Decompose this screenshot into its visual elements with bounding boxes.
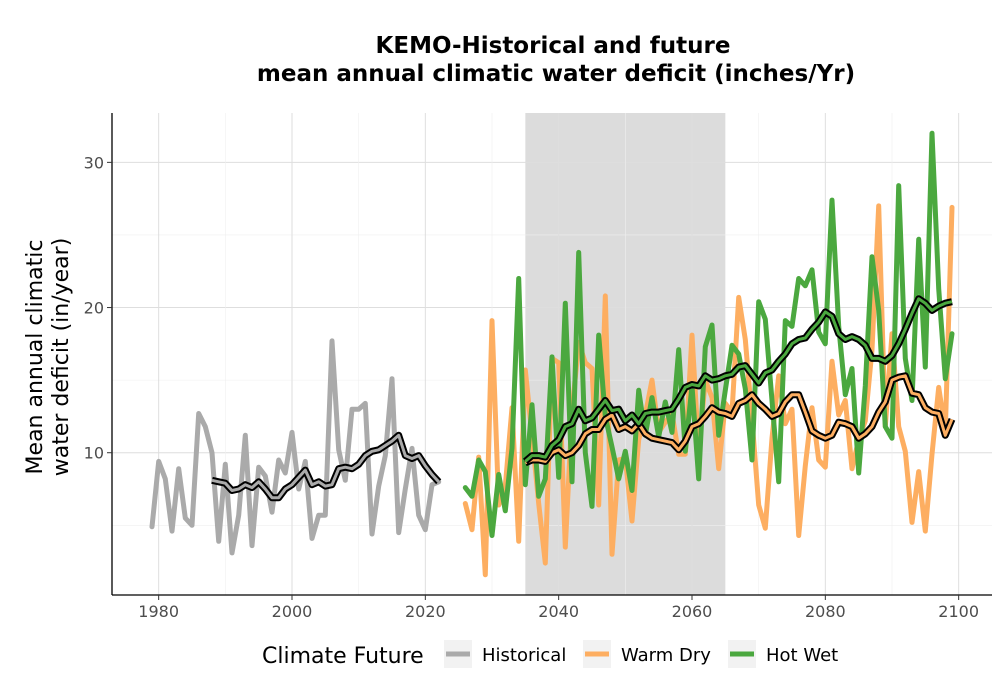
legend-label-hot-wet: Hot Wet [766,645,838,666]
x-tick-label-2100: 2100 [938,602,979,621]
y-tick-label-20: 20 [84,299,104,318]
plot-lines [149,130,956,578]
x-tick-label-2040: 2040 [538,602,579,621]
x-axis-ticks: 1980 2000 2020 2040 2060 2080 2100 [138,595,979,621]
y-axis-label-line2: water deficit (in/year) [49,238,74,477]
x-tick-label-2080: 2080 [805,602,846,621]
rolling-mean-line-warm-dry [524,374,954,465]
rolling-mean-line-hot-wet [524,297,953,463]
x-tick-label-2000: 2000 [272,602,313,621]
rolling-mean-line-historical [211,433,440,500]
y-axis-label-line1: Mean annual climatic [23,240,48,475]
y-axis-label: Mean annual climatic water deficit (in/y… [23,238,74,477]
legend-label-historical: Historical [482,645,566,666]
series-line-historical [149,338,442,556]
legend-title: Climate Future [262,644,424,669]
legend: Climate Future Historical Warm Dry Hot W… [262,640,838,669]
y-axis-ticks: 10 20 30 [84,153,112,463]
y-tick-label-10: 10 [84,444,104,463]
x-tick-label-1980: 1980 [138,602,179,621]
y-tick-label-30: 30 [84,153,104,172]
chart-title-line1: KEMO-Historical and future [376,33,731,59]
x-tick-label-2060: 2060 [672,602,713,621]
chart-title-line2: mean annual climatic water deficit (inch… [257,61,855,87]
x-tick-label-2020: 2020 [405,602,446,621]
legend-label-warm-dry: Warm Dry [621,645,711,666]
